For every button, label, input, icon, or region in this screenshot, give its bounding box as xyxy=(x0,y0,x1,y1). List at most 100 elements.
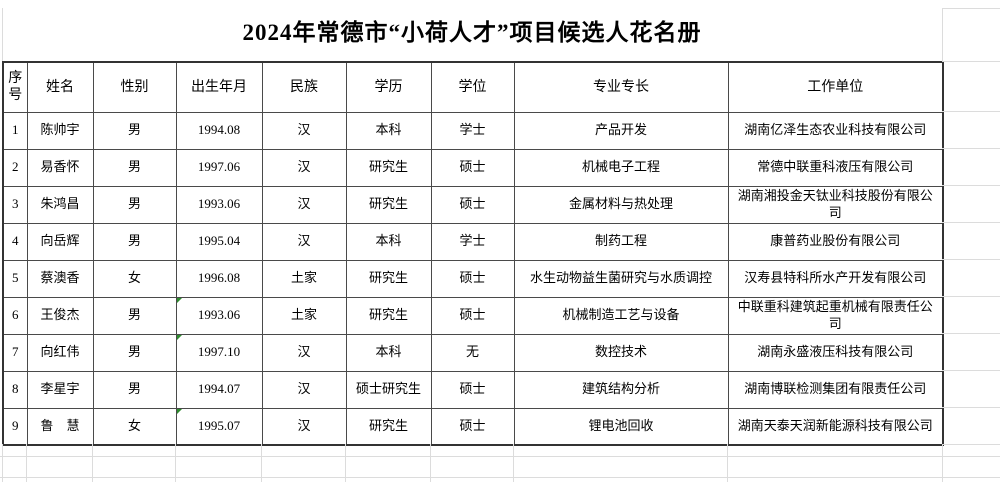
cell-ethnicity[interactable]: 土家 xyxy=(261,296,347,335)
cell-birth[interactable]: 1996.08 xyxy=(175,259,263,298)
cell-no[interactable]: 5 xyxy=(2,259,28,298)
cell-gender[interactable]: 男 xyxy=(92,185,177,224)
column-header-degree[interactable]: 学位 xyxy=(430,61,515,113)
cell-degree[interactable]: 硕士 xyxy=(430,407,515,446)
cell-gender[interactable]: 男 xyxy=(92,111,177,150)
cell-specialty[interactable]: 锂电池回收 xyxy=(513,407,729,446)
cell-degree[interactable]: 硕士 xyxy=(430,370,515,409)
cell-birth[interactable]: 1994.07 xyxy=(175,370,263,409)
cell-education[interactable]: 本科 xyxy=(345,111,432,150)
column-header-birth[interactable]: 出生年月 xyxy=(175,61,263,113)
cell-education[interactable]: 硕士研究生 xyxy=(345,370,432,409)
cell-no[interactable]: 2 xyxy=(2,148,28,187)
cell-ethnicity[interactable]: 汉 xyxy=(261,333,347,372)
cell-name[interactable]: 鲁 慧 xyxy=(26,407,94,446)
column-header-no[interactable]: 序号 xyxy=(2,61,28,113)
cell-employer[interactable]: 湖南永盛液压科技有限公司 xyxy=(727,333,944,372)
cell-ethnicity[interactable]: 汉 xyxy=(261,148,347,187)
cell-value: 男 xyxy=(127,381,141,397)
cell-no[interactable]: 6 xyxy=(2,296,28,335)
cell-specialty[interactable]: 金属材料与热处理 xyxy=(513,185,729,224)
cell-no[interactable]: 9 xyxy=(2,407,28,446)
cell-employer[interactable]: 常德中联重科液压有限公司 xyxy=(727,148,944,187)
cell-employer[interactable]: 湖南湘投金天钛业科技股份有限公司 xyxy=(727,185,944,224)
cell-degree[interactable]: 学士 xyxy=(430,111,515,150)
cell-degree[interactable]: 硕士 xyxy=(430,296,515,335)
cell-no[interactable]: 7 xyxy=(2,333,28,372)
cell-ethnicity[interactable]: 汉 xyxy=(261,222,347,261)
column-header-label: 出生年月 xyxy=(191,79,247,95)
cell-education[interactable]: 研究生 xyxy=(345,148,432,187)
cell-name[interactable]: 李星宇 xyxy=(26,370,94,409)
cell-degree[interactable]: 无 xyxy=(430,333,515,372)
cell-gender[interactable]: 男 xyxy=(92,333,177,372)
cell-name[interactable]: 陈帅宇 xyxy=(26,111,94,150)
cell-degree[interactable]: 硕士 xyxy=(430,148,515,187)
cell-employer[interactable]: 中联重科建筑起重机械有限责任公司 xyxy=(727,296,944,335)
column-header-name[interactable]: 姓名 xyxy=(26,61,94,113)
cell-value: 汉 xyxy=(297,233,311,249)
cell-value: 蔡澳香 xyxy=(40,270,80,286)
cell-birth[interactable]: 1997.06 xyxy=(175,148,263,187)
gridline xyxy=(942,185,1000,186)
cell-ethnicity[interactable]: 土家 xyxy=(261,259,347,298)
cell-name[interactable]: 易香怀 xyxy=(26,148,94,187)
cell-education[interactable]: 研究生 xyxy=(345,185,432,224)
cell-gender[interactable]: 女 xyxy=(92,259,177,298)
cell-ethnicity[interactable]: 汉 xyxy=(261,185,347,224)
cell-birth[interactable]: 1997.10 xyxy=(175,333,263,372)
column-header-employer[interactable]: 工作单位 xyxy=(727,61,944,113)
cell-name[interactable]: 蔡澳香 xyxy=(26,259,94,298)
cell-value: 本科 xyxy=(375,122,402,138)
cell-specialty[interactable]: 建筑结构分析 xyxy=(513,370,729,409)
column-header-ethnicity[interactable]: 民族 xyxy=(261,61,347,113)
cell-no[interactable]: 4 xyxy=(2,222,28,261)
cell-name[interactable]: 向红伟 xyxy=(26,333,94,372)
cell-no[interactable]: 3 xyxy=(2,185,28,224)
cell-birth[interactable]: 1993.06 xyxy=(175,185,263,224)
cell-specialty[interactable]: 数控技术 xyxy=(513,333,729,372)
cell-gender[interactable]: 女 xyxy=(92,407,177,446)
cell-education[interactable]: 本科 xyxy=(345,333,432,372)
column-header-gender[interactable]: 性别 xyxy=(92,61,177,113)
cell-specialty[interactable]: 制药工程 xyxy=(513,222,729,261)
cell-value: 常德中联重科液压有限公司 xyxy=(757,159,914,175)
cell-birth[interactable]: 1993.06 xyxy=(175,296,263,335)
cell-employer[interactable]: 汉寿县特科所水产开发有限公司 xyxy=(727,259,944,298)
cell-specialty[interactable]: 产品开发 xyxy=(513,111,729,150)
cell-no[interactable]: 8 xyxy=(2,370,28,409)
column-header-education[interactable]: 学历 xyxy=(345,61,432,113)
cell-birth[interactable]: 1995.07 xyxy=(175,407,263,446)
cell-specialty[interactable]: 机械电子工程 xyxy=(513,148,729,187)
cell-name[interactable]: 向岳辉 xyxy=(26,222,94,261)
cell-employer[interactable]: 康普药业股份有限公司 xyxy=(727,222,944,261)
cell-error-marker-icon xyxy=(177,298,182,303)
cell-employer[interactable]: 湖南博联检测集团有限责任公司 xyxy=(727,370,944,409)
cell-degree[interactable]: 硕士 xyxy=(430,259,515,298)
cell-ethnicity[interactable]: 汉 xyxy=(261,370,347,409)
cell-value: 汉 xyxy=(297,344,311,360)
cell-specialty[interactable]: 机械制造工艺与设备 xyxy=(513,296,729,335)
cell-birth[interactable]: 1995.04 xyxy=(175,222,263,261)
cell-no[interactable]: 1 xyxy=(2,111,28,150)
cell-education[interactable]: 研究生 xyxy=(345,259,432,298)
cell-gender[interactable]: 男 xyxy=(92,222,177,261)
cell-degree[interactable]: 学士 xyxy=(430,222,515,261)
cell-degree[interactable]: 硕士 xyxy=(430,185,515,224)
cell-gender[interactable]: 男 xyxy=(92,296,177,335)
cell-name[interactable]: 王俊杰 xyxy=(26,296,94,335)
cell-birth[interactable]: 1994.08 xyxy=(175,111,263,150)
cell-education[interactable]: 本科 xyxy=(345,222,432,261)
cell-specialty[interactable]: 水生动物益生菌研究与水质调控 xyxy=(513,259,729,298)
cell-employer[interactable]: 湖南亿泽生态农业科技有限公司 xyxy=(727,111,944,150)
cell-gender[interactable]: 男 xyxy=(92,148,177,187)
sheet-title-cell[interactable]: 2024年常德市“小荷人才”项目候选人花名册 xyxy=(242,19,702,45)
cell-employer[interactable]: 湖南天泰天润新能源科技有限公司 xyxy=(727,407,944,446)
cell-name[interactable]: 朱鸿昌 xyxy=(26,185,94,224)
cell-ethnicity[interactable]: 汉 xyxy=(261,111,347,150)
cell-education[interactable]: 研究生 xyxy=(345,296,432,335)
cell-ethnicity[interactable]: 汉 xyxy=(261,407,347,446)
cell-gender[interactable]: 男 xyxy=(92,370,177,409)
cell-education[interactable]: 研究生 xyxy=(345,407,432,446)
column-header-specialty[interactable]: 专业专长 xyxy=(513,61,729,113)
